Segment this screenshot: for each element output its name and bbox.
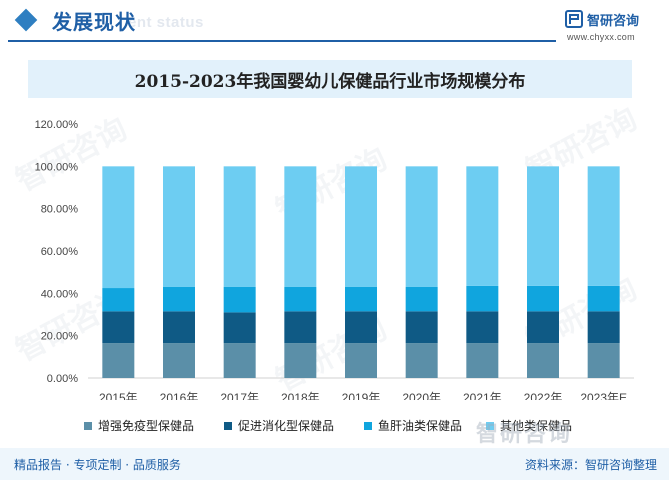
bar-segment [466,285,499,312]
brand-url: www.chyxx.com [567,32,635,42]
bar-segment [102,166,135,289]
header-ghost-text: ent status [128,14,204,31]
x-tick-label: 2017年 [220,391,259,400]
bar-segment [466,311,499,344]
x-tick-label: 2021年 [463,391,502,400]
bar-segment [587,166,620,286]
x-tick-label: 2015年 [99,391,138,400]
y-tick-label: 60.00% [41,246,79,258]
bar-segment [345,286,377,312]
y-tick-label: 100.00% [35,161,79,173]
bar-segment [223,286,256,313]
x-tick-label: 2020年 [402,391,441,400]
brand[interactable]: 智研咨询 www.chyxx.com [565,8,665,44]
stacked-bar-chart: 0.00% 20.00% 40.00% 60.00% 80.00% 100.00% 120.… [35,119,634,400]
legend-item[interactable]: 增强免疫型保健品 [84,417,194,434]
bar-segment [405,343,438,378]
x-tick-label: 2016年 [160,391,199,400]
bar-segment [345,343,377,378]
chart-title: 2015-2023年我国婴幼儿保健品行业市场规模分布 [134,71,526,92]
legend-label: 增强免疫型保健品 [98,419,195,433]
legend-item[interactable]: 鱼肝油类保健品 [364,417,462,434]
footer-watermark: 智研咨询 [476,422,573,447]
legend-swatch [224,421,232,430]
bar-segment [527,166,559,286]
legend-swatch [486,421,494,430]
bar-segment [466,166,499,286]
bar-segment [163,311,195,344]
bar-segment [587,343,620,378]
page-header: ent status 发展现状 智研咨询 www.chyxx.com [0,0,669,44]
x-tick-label: 2018年 [281,391,320,400]
legend-swatch [84,421,92,430]
bar-segment [284,343,317,378]
bar-segment [345,311,377,344]
bar-segment [527,311,559,344]
brand-logo-icon [565,10,583,28]
diamond-icon [14,8,38,32]
x-tick-label: 2019年 [342,391,381,400]
legend-item[interactable]: 其他类保健品 [486,417,572,434]
bar-segment [345,166,377,287]
page-footer: 精品报告 · 专项定制 · 品质服务 资料来源：智研咨询整理 [0,448,669,480]
bar-segment [284,166,317,287]
legend-item[interactable]: 促进消化型保健品 [224,417,334,434]
chart-legend: 增强免疫型保健品 促进消化型保健品 鱼肝油类保健品 其他类保健品 [84,417,644,437]
bar-segment [102,311,135,344]
y-tick-label: 20.00% [41,331,79,343]
bar-segment [284,286,317,312]
legend-label: 鱼肝油类保健品 [378,419,463,433]
footer-slogan: 精品报告 · 专项定制 · 品质服务 [14,458,181,472]
bar-segment [587,285,620,312]
y-tick-label: 80.00% [41,204,79,216]
chart-title-band: 2015-2023年我国婴幼儿保健品行业市场规模分布 [28,60,632,98]
page-title: 发展现状 [52,10,136,34]
y-tick-label: 120.00% [35,119,79,131]
bar-segment [102,288,135,312]
bar-segment [223,312,256,344]
header-divider [8,40,556,42]
bar-segment [405,311,438,344]
bar-segment [587,311,620,344]
bar-segment [163,343,195,378]
bar-segment [223,166,256,287]
bar-segment [527,285,559,312]
legend-swatch [364,421,372,430]
x-tick-label: 2022年 [524,391,563,400]
brand-name: 智研咨询 [587,14,640,29]
legend-label: 其他类保健品 [500,419,573,433]
y-tick-label: 40.00% [41,288,79,300]
bar-segment [405,166,438,287]
bar-segment [163,166,195,287]
footer-source: 资料来源：智研咨询整理 [524,458,657,472]
x-tick-label: 2023年E [580,391,627,400]
bar-segment [163,286,195,312]
bar-segment [405,286,438,312]
bar-segment [527,343,559,378]
bar-segment [284,311,317,344]
y-tick-label: 0.00% [47,373,78,385]
bar-segment [223,343,256,378]
bar-segment [466,343,499,378]
legend-label: 促进消化型保健品 [238,419,335,433]
bar-segment [102,343,135,378]
